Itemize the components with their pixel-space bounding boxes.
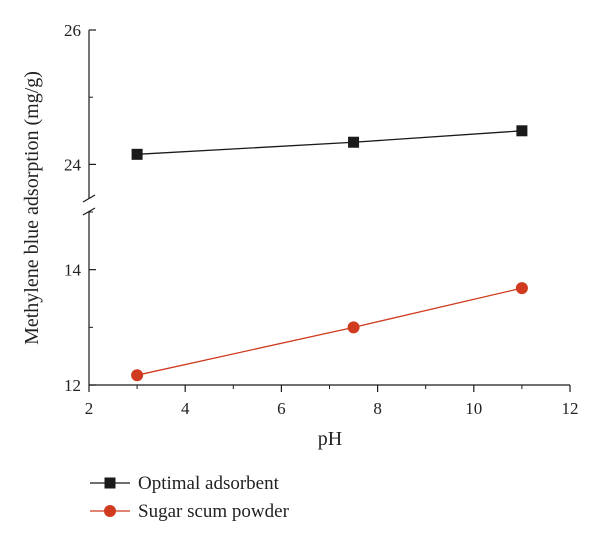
axes <box>82 30 570 386</box>
legend-item: Sugar scum powder <box>90 501 290 522</box>
series-2 <box>131 282 528 382</box>
data-point <box>347 321 360 334</box>
y-tick-label: 14 <box>64 261 82 280</box>
x-tick-label: 2 <box>85 399 94 418</box>
data-point <box>348 136 360 148</box>
data-point <box>516 125 528 137</box>
y-tick-label: 24 <box>64 155 82 174</box>
x-axis-label: pH <box>318 428 342 450</box>
legend: Optimal adsorbent Sugar scum powder <box>90 473 290 522</box>
data-point <box>131 148 143 160</box>
legend-marker <box>104 505 116 517</box>
x-tick-label: 8 <box>373 399 382 418</box>
x-tick-label: 4 <box>181 399 190 418</box>
series-line <box>136 287 523 376</box>
x-tick-label: 12 <box>562 399 579 418</box>
series-1 <box>131 125 528 160</box>
y-tick-label: 26 <box>64 21 81 40</box>
y-axis-label: Methylene blue adsorption (mg/g) <box>21 71 43 345</box>
data-point <box>515 282 528 295</box>
y-tick-label: 12 <box>64 376 81 395</box>
legend-item: Optimal adsorbent <box>90 473 280 494</box>
series-layer <box>131 125 528 382</box>
legend-label: Optimal adsorbent <box>138 473 280 494</box>
legend-label: Sugar scum powder <box>138 501 290 522</box>
x-tick-label: 6 <box>277 399 286 418</box>
data-point <box>131 369 144 382</box>
series-line <box>137 130 522 155</box>
x-tick-label: 10 <box>465 399 482 418</box>
legend-marker <box>104 477 116 489</box>
